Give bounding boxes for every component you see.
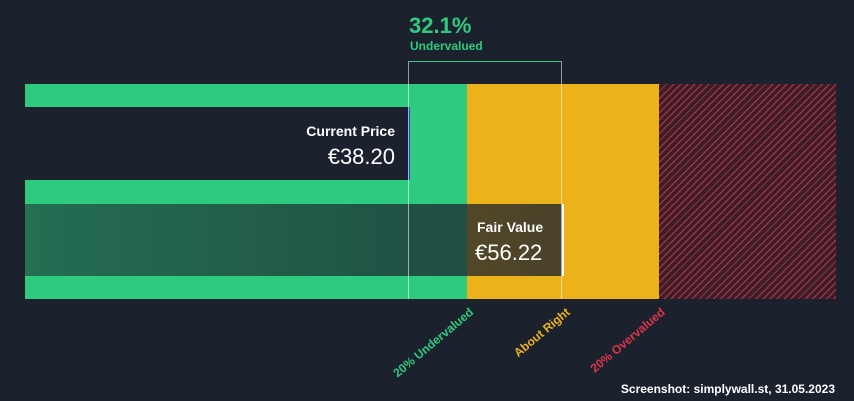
fair-value-bar [25,204,564,276]
zone-label-undervalued: 20% Undervalued [390,305,476,381]
fair-value-value: €56.22 [475,240,543,265]
current-price-label: Current Price [306,123,395,139]
discount-percent: 32.1% [409,13,472,38]
zone-label-overvalued: 20% Overvalued [587,305,668,376]
current-price-value: €38.20 [327,144,395,169]
zone-label-about-right: About Right [511,305,573,360]
screenshot-credit: Screenshot: simplywall.st, 31.05.2023 [620,382,835,396]
fair-value-marker [562,204,564,276]
current-price-bar [25,107,409,180]
fair-value-label: Fair Value [477,219,544,235]
valuation-status: Undervalued [410,39,483,53]
current-price-marker [408,107,410,180]
discount-bracket [408,61,562,299]
overvalued-zone [659,84,836,299]
